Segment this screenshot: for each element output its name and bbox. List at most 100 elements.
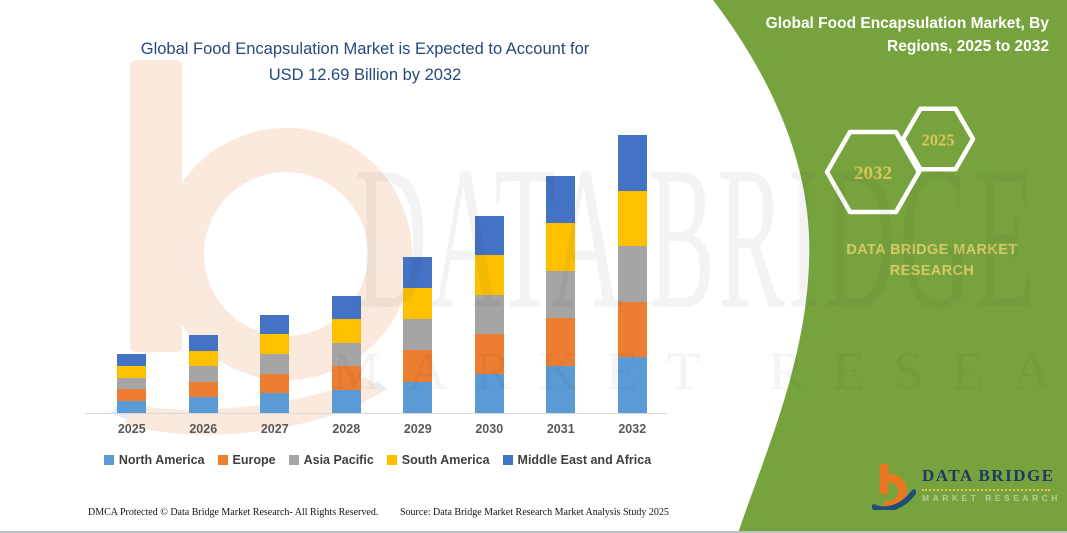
legend-swatch-asia-pacific [288,455,299,465]
brand-text: DATA BRIDGE MARKET RESEARCH [807,240,1057,282]
bar-segment-2028-middle-east-and-africa [331,295,361,319]
bar-segment-2030-south-america [474,255,504,295]
chart-title-line1: Global Food Encapsulation Market is Expe… [140,40,590,58]
bar-segment-2026-middle-east-and-africa [188,335,218,351]
legend-label-middle-east-and-africa: Middle East and Africa [517,453,652,467]
legend-item-south-america: South America [386,453,490,467]
brand-text-line1: DATA BRIDGE MARKET [846,242,1018,258]
bar-segment-2027-middle-east-and-africa [260,314,290,335]
hexagon-2025-outline [900,106,976,172]
legend-swatch-north-america [103,455,114,465]
legend-swatch-europe [217,455,228,465]
bar-segment-2029-middle-east-and-africa [403,256,433,288]
bar-segment-2026-south-america [188,350,218,367]
bar-segment-2031-middle-east-and-africa [546,176,576,224]
stacked-bar-2030 [474,215,504,413]
legend-swatch-middle-east-and-africa [502,455,513,465]
legend-label-south-america: South America [401,453,490,467]
x-axis-label-2032: 2032 [618,422,647,436]
legend-item-asia-pacific: Asia Pacific [288,453,374,467]
stacked-bar-2032 [617,135,647,413]
company-logo: DATA BRIDGE MARKET RESEARCH [872,460,1062,510]
side-panel: Global Food Encapsulation Market, By Reg… [667,0,1067,531]
x-axis-label-2029: 2029 [403,422,432,436]
bar-segment-2031-europe [546,318,576,366]
hexagon-2032-outline [824,129,922,215]
logo-text: DATA BRIDGE MARKET RESEARCH [922,460,1061,503]
bar-column-2032 [597,128,669,413]
axis-labels: 2025 2026 2027 2028 2029 2030 2031 2032 [96,422,668,436]
side-panel-heading-line1: Global Food Encapsulation Market, By [765,15,1049,32]
bar-segment-2032-south-america [617,190,647,247]
x-axis-line [85,413,667,414]
bar-segment-2025-asia-pacific [117,377,147,390]
footer-dmca-text: DMCA Protected © Data Bridge Market Rese… [88,507,379,518]
bar-segment-2031-asia-pacific [546,270,576,319]
logo-divider [922,489,1050,491]
bar-segment-2029-south-america [403,287,433,320]
stacked-bar-2031 [546,176,576,413]
legend-item-middle-east-and-africa: Middle East and Africa [502,453,652,467]
bar-segment-2030-europe [474,334,504,374]
legend-swatch-south-america [386,455,397,465]
x-axis-label-2025: 2025 [117,422,146,436]
x-axis-label-2031: 2031 [546,422,575,436]
side-panel-heading: Global Food Encapsulation Market, By Reg… [709,12,1049,58]
bar-segment-2027-asia-pacific [260,353,290,374]
bar-segment-2028-south-america [331,319,361,343]
legend-label-north-america: North America [118,453,205,467]
stacked-bar-2026 [188,335,218,413]
side-panel-heading-line2: Regions, 2025 to 2032 [887,38,1049,55]
bar-segment-2026-europe [188,381,218,398]
bar-segment-2025-middle-east-and-africa [117,354,147,366]
bar-column-2029 [382,128,454,413]
hexagon-2032-label: 2032 [854,163,892,184]
bar-column-2027 [239,128,311,413]
stacked-bar-2029 [403,256,433,413]
bar-segment-2030-asia-pacific [474,294,504,334]
bar-segment-2028-asia-pacific [331,342,361,366]
bar-segment-2032-asia-pacific [617,246,647,302]
legend-label-asia-pacific: Asia Pacific [303,453,374,467]
bar-segment-2031-north-america [546,365,576,413]
stacked-bar-2028 [331,295,361,413]
bar-segment-2031-south-america [546,223,576,271]
x-axis-label-2027: 2027 [260,422,289,436]
chart-title: Global Food Encapsulation Market is Expe… [90,36,640,88]
legend-item-europe: Europe [217,453,276,467]
bar-column-2030 [454,128,526,413]
hexagon-badges: 2032 2025 [824,106,976,215]
bar-segment-2028-north-america [331,389,361,413]
hexagon-2025-label: 2025 [922,131,955,150]
bar-segment-2030-north-america [474,373,504,413]
bar-segment-2029-europe [403,350,433,382]
legend-item-north-america: North America [103,453,205,467]
bar-plot [96,128,668,413]
footer-source-text: Source: Data Bridge Market Research Mark… [400,507,669,518]
bar-column-2031 [525,128,597,413]
bar-segment-2032-middle-east-and-africa [617,135,647,191]
bar-segment-2027-europe [260,373,290,394]
bar-segment-2030-middle-east-and-africa [474,215,504,255]
stacked-bar-2027 [260,314,290,413]
bar-column-2025 [96,128,168,413]
chart-legend: North America Europe Asia Pacific South Ame… [80,453,675,467]
bar-segment-2027-south-america [260,334,290,354]
bar-segment-2025-europe [117,389,147,402]
bar-segment-2025-south-america [117,365,147,378]
bar-column-2028 [311,128,383,413]
logo-name: DATA BRIDGE [922,466,1055,485]
x-axis-label-2030: 2030 [475,422,504,436]
bar-segment-2025-north-america [117,401,147,413]
chart-title-line2: USD 12.69 Billion by 2032 [268,66,462,84]
stacked-bar-2025 [117,354,147,413]
bar-segment-2029-asia-pacific [403,319,433,351]
bar-segment-2026-asia-pacific [188,366,218,382]
bar-segment-2029-north-america [403,381,433,413]
x-axis-label-2028: 2028 [332,422,361,436]
bar-segment-2027-north-america [260,393,290,413]
logo-b-icon [872,464,916,510]
side-panel-background [713,0,1067,531]
bar-segment-2032-europe [617,301,647,358]
